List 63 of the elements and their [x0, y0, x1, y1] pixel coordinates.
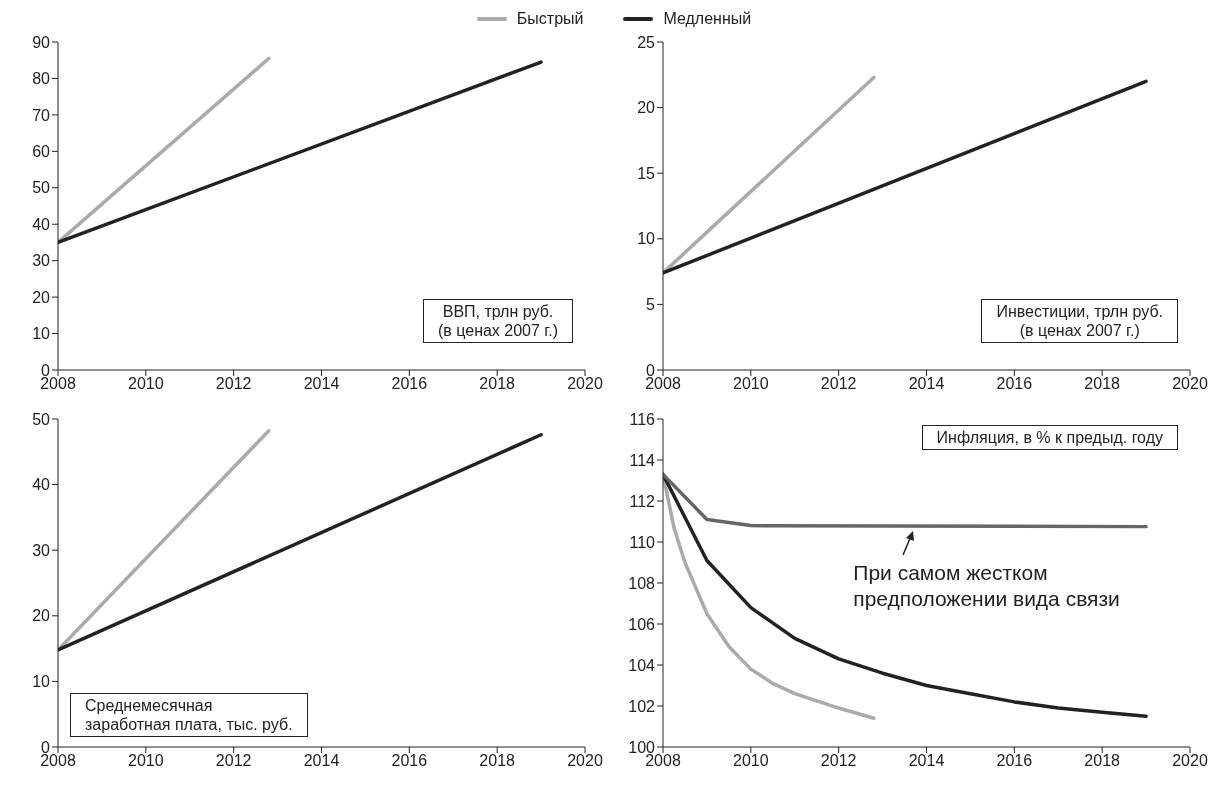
y-tick-label: 20 [637, 99, 656, 117]
y-tick-label: 10 [32, 673, 51, 691]
y-tick-label: 112 [629, 492, 656, 510]
y-tick-label: 106 [628, 615, 656, 633]
x-tick-label: 2008 [645, 752, 681, 770]
annotation: ВВП, трлн руб. (в ценах 2007 г.) [422, 299, 573, 343]
y-tick-label: 80 [32, 70, 51, 88]
x-tick-label: 2018 [479, 752, 516, 770]
x-tick-label: 2014 [303, 752, 340, 770]
x-tick-label: 2008 [40, 375, 76, 393]
y-tick-label: 50 [32, 179, 51, 197]
y-tick-label: 40 [32, 476, 51, 494]
x-tick-label: 2016 [391, 752, 428, 770]
legend-label: Быстрый [515, 9, 584, 29]
y-tick-label: 50 [32, 410, 51, 428]
x-tick-label: 2018 [479, 375, 516, 393]
x-tick-label: 2018 [1084, 375, 1121, 393]
y-tick-label: 30 [32, 541, 51, 559]
y-tick-label: 10 [637, 230, 656, 248]
x-tick-label: 2020 [1172, 375, 1208, 393]
x-tick-label: 2010 [733, 375, 769, 393]
x-tick-label: 2012 [215, 375, 252, 393]
annotation: Инвестиции, трлн руб. (в ценах 2007 г.) [981, 299, 1178, 343]
x-tick-label: 2020 [567, 375, 603, 393]
line-series [663, 472, 1148, 529]
legend-label: Медленный [662, 9, 752, 29]
y-tick-label: 25 [637, 33, 656, 51]
y-tick-label: 20 [32, 288, 51, 306]
y-tick-label: 110 [629, 533, 656, 551]
x-tick-label: 2020 [567, 752, 603, 770]
annotation: Среднемесячная заработная плата, тыс. руб. [70, 693, 308, 737]
y-tick-label: 30 [32, 252, 51, 270]
y-tick-label: 104 [628, 656, 656, 674]
x-tick-label: 2016 [391, 375, 428, 393]
x-tick-label: 2010 [128, 752, 164, 770]
y-tick-label: 90 [32, 33, 51, 51]
x-tick-label: 2008 [645, 375, 681, 393]
y-tick-label: 108 [628, 574, 656, 592]
y-tick-label: 102 [628, 697, 656, 715]
x-tick-label: 2018 [1084, 752, 1121, 770]
x-tick-label: 2010 [733, 752, 769, 770]
x-tick-label: 2008 [40, 752, 76, 770]
y-tick-label: 40 [32, 215, 51, 233]
y-tick-label: 20 [32, 607, 51, 625]
y-tick-label: 10 [32, 325, 51, 343]
annotation: При самом жестком предположении вида связи [853, 559, 1120, 612]
x-tick-label: 2020 [1172, 752, 1208, 770]
y-tick-label: 15 [637, 164, 656, 182]
x-tick-label: 2016 [996, 375, 1033, 393]
x-tick-label: 2010 [128, 375, 164, 393]
y-tick-label: 60 [32, 143, 51, 161]
y-tick-label: 70 [32, 106, 51, 124]
x-tick-label: 2014 [908, 375, 945, 393]
x-tick-label: 2012 [820, 375, 857, 393]
y-tick-label: 5 [646, 296, 656, 314]
x-tick-label: 2012 [820, 752, 857, 770]
annotation: Инфляция, в % к предыд. году [921, 425, 1178, 450]
x-tick-label: 2016 [996, 752, 1033, 770]
x-tick-label: 2014 [303, 375, 340, 393]
x-tick-label: 2014 [908, 752, 945, 770]
y-tick-label: 116 [629, 410, 656, 428]
x-tick-label: 2012 [215, 752, 252, 770]
y-tick-label: 114 [629, 451, 656, 469]
